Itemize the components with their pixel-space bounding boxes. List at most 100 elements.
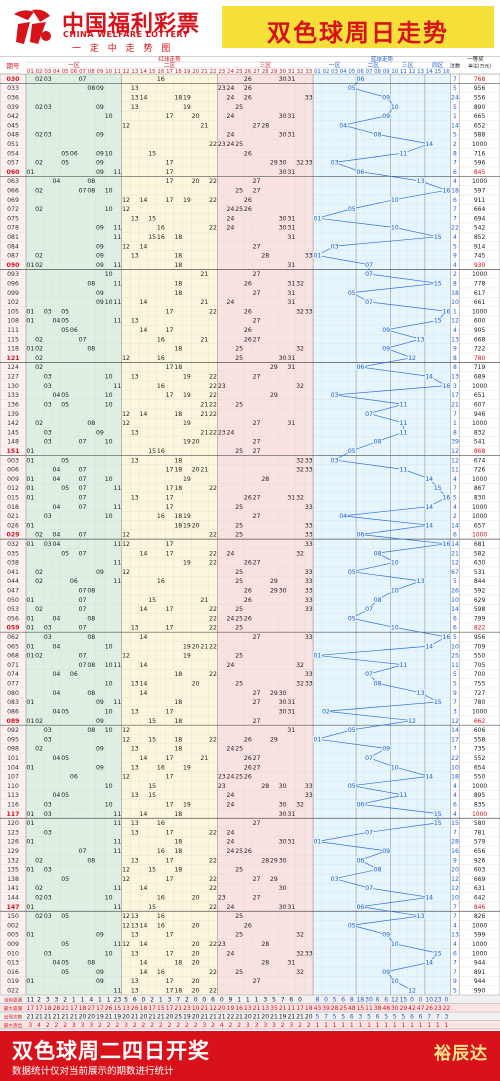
- red-ball: 21: [200, 643, 208, 650]
- row-period: 019: [7, 978, 19, 985]
- row-amount: 944: [474, 960, 486, 967]
- blue-ball: 12: [408, 355, 416, 362]
- stat-blue-value: 42: [408, 1005, 416, 1012]
- red-ball: 10: [105, 643, 113, 650]
- row-amount: 558: [474, 736, 486, 743]
- red-zone-bg: [217, 74, 314, 995]
- red-ball: 22: [209, 736, 217, 743]
- red-ball: 13: [131, 913, 139, 920]
- row-period: 090: [7, 262, 21, 269]
- red-ball: 03: [44, 513, 52, 520]
- blue-ball: 10: [391, 941, 399, 948]
- red-ball: 16: [157, 383, 165, 390]
- red-ball: 25: [235, 848, 243, 855]
- header-bzone1: 一区: [329, 62, 341, 69]
- blue-column-header: 06: [357, 69, 364, 75]
- red-ball: 05: [61, 876, 69, 883]
- red-ball: 17: [166, 708, 174, 715]
- row-amount: 700: [474, 671, 486, 678]
- stat-red-value: 2: [55, 1022, 59, 1029]
- row-period: 071: [7, 662, 19, 669]
- row-bets: 4: [453, 792, 457, 799]
- stat-blue-value: 5: [401, 1014, 405, 1021]
- row-amount: 845: [474, 169, 486, 176]
- red-ball: 03: [44, 736, 52, 743]
- red-ball: 02: [35, 653, 43, 660]
- red-ball: 02: [35, 913, 43, 920]
- red-ball: 11: [113, 839, 121, 846]
- blue-ball: 08: [374, 681, 382, 688]
- row-period: 098: [7, 746, 19, 753]
- red-column-header: 27: [253, 69, 260, 75]
- red-ball: 17: [166, 494, 174, 501]
- red-ball: 05: [61, 485, 69, 492]
- red-ball: 02: [35, 606, 43, 613]
- red-ball: 20: [192, 922, 200, 929]
- row-bets: 17: [451, 736, 459, 743]
- red-ball: 17: [166, 950, 174, 957]
- blue-ball: 09: [382, 327, 390, 334]
- red-ball: 15: [148, 867, 156, 874]
- red-ball: 28: [261, 941, 269, 948]
- stat-blue-value: 7: [427, 1014, 431, 1021]
- red-ball: 04: [53, 392, 61, 399]
- row-amount: 727: [474, 690, 486, 697]
- blue-ball: 05: [348, 615, 356, 622]
- red-ball: 30: [279, 225, 287, 232]
- red-ball: 33: [305, 634, 313, 641]
- red-ball: 25: [235, 569, 243, 576]
- red-ball: 20: [192, 988, 200, 995]
- red-ball: 07: [79, 606, 87, 613]
- stat-blue-value: 5: [393, 1014, 397, 1021]
- row-bets: 12: [451, 885, 459, 892]
- red-ball: 19: [183, 374, 191, 381]
- title-banner: 双色球周日走势: [222, 6, 494, 48]
- red-ball: 18: [174, 262, 182, 269]
- red-ball: 01: [26, 978, 34, 985]
- row-bets: 17: [451, 392, 459, 399]
- blue-ball: 04: [339, 122, 347, 129]
- red-ball: 26: [244, 327, 252, 334]
- blue-ball-bg: [390, 624, 400, 631]
- red-ball: 23: [218, 141, 226, 148]
- red-column-header: 15: [149, 69, 156, 75]
- blue-ball: 09: [382, 346, 390, 353]
- red-ball: 12: [122, 867, 130, 874]
- red-ball: 31: [287, 708, 295, 715]
- stat-red-value: 2: [115, 1022, 119, 1029]
- row-bets: 14: [451, 541, 459, 548]
- red-ball: 07: [79, 476, 87, 483]
- row-amount: 630: [474, 560, 486, 567]
- blue-ball: 12: [408, 718, 416, 725]
- row-amount: 674: [474, 457, 486, 464]
- red-ball: 14: [140, 885, 148, 892]
- blue-ball: 11: [399, 420, 407, 427]
- red-column-header: 03: [44, 69, 51, 75]
- row-bets: 4: [453, 234, 457, 241]
- blue-ball-bg: [347, 205, 357, 213]
- red-ball: 33: [305, 467, 313, 474]
- red-ball: 11: [113, 699, 121, 706]
- red-ball: 26: [244, 764, 252, 771]
- red-ball: 28: [261, 476, 269, 483]
- red-ball: 26: [244, 494, 252, 501]
- blue-ball: 16: [442, 308, 450, 315]
- row-bets: 12: [451, 560, 459, 567]
- row-amount: 799: [474, 615, 486, 622]
- stat-red-value: 20: [87, 1014, 95, 1021]
- blue-ball-bg: [364, 298, 374, 306]
- row-bets: 4: [453, 504, 457, 511]
- blue-ball: 07: [365, 829, 373, 836]
- red-ball: 13: [131, 988, 139, 995]
- blue-ball-bg: [433, 949, 443, 957]
- stat-label: 当前遗漏: [4, 997, 23, 1004]
- red-ball: 09: [96, 718, 104, 725]
- red-ball: 18: [174, 513, 182, 520]
- row-amount: 694: [474, 215, 486, 222]
- stat-row-bg: [0, 1020, 500, 1029]
- red-column-header: 23: [218, 69, 225, 75]
- footer-brand: 裕辰达: [434, 1044, 488, 1064]
- page-footer: 双色球周二四日开奖 数据统计仅对当前展示的期数进行统计 裕辰达: [0, 1031, 500, 1081]
- row-period: 048: [7, 132, 19, 139]
- blue-ball-bg: [433, 698, 443, 706]
